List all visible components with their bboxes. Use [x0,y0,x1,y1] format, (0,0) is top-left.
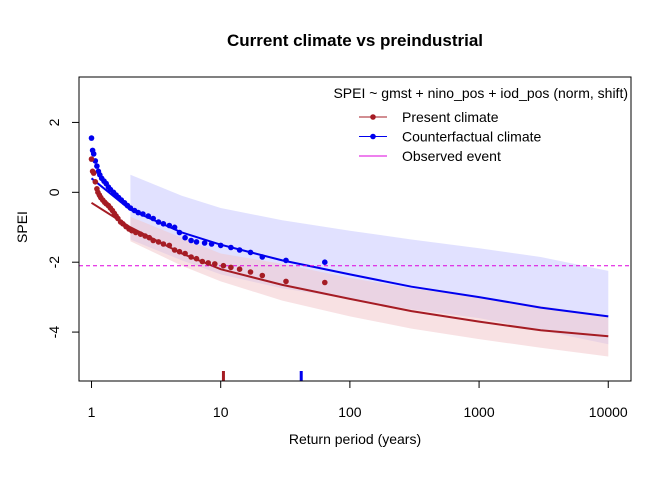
y-tick-label: -4 [46,326,62,339]
counterfactual-point [193,239,200,245]
present-point [137,231,144,237]
present-point [88,156,95,162]
counterfactual-point [283,257,289,264]
counterfactual-point [201,240,208,246]
plot-frame [78,76,632,382]
y-tick-label: 2 [46,118,62,126]
present-point [212,261,218,267]
legend-swatch-point [370,114,376,120]
present-point [199,258,206,265]
x-tick-label: 1000 [463,404,494,420]
legend-label: Observed event [402,148,501,164]
counterfactual-point [150,215,156,222]
y-axis-label: SPEI [14,211,30,243]
present-point [205,260,211,266]
legend: Present climate Counterfactual climate Obs… [359,109,542,164]
axes: 1 10 100 1000 10000 -4 -2 0 2 [46,118,628,420]
present-point [133,229,139,236]
counterfactual-point [160,221,167,227]
counterfactual-point [166,222,173,229]
counterfactual-point [188,237,194,244]
present-point [283,278,289,285]
present-point [220,262,227,269]
plot-area [79,135,631,381]
counterfactual-point [182,234,188,241]
present-point [90,170,97,176]
counterfactual-point [88,135,95,141]
counterfactual-point [140,211,146,217]
x-tick-label: 10000 [589,404,628,420]
x-tick-label: 100 [338,404,362,420]
present-point [160,241,167,247]
present-point [166,242,173,249]
present-point [322,279,328,286]
present-fit-line [90,201,609,338]
counterfactual-point [145,213,152,219]
present-confidence-band [130,216,609,357]
present-point [155,239,162,245]
x-tick-label: 1 [88,404,96,420]
present-point [171,247,178,253]
present-point [193,255,200,262]
y-tick-label: -2 [46,256,62,269]
chart-subtitle: SPEI ~ gmst + nino_pos + iod_pos (norm, … [333,85,628,101]
counterfactual-point [236,247,243,253]
present-point [176,248,183,255]
counterfactual-point [127,205,134,211]
legend-label: Counterfactual climate [402,129,542,145]
present-point [146,234,153,241]
present-point [92,179,99,185]
x-tick-label: 10 [213,404,229,420]
present-point [228,264,234,271]
x-axis-label: Return period (years) [289,431,421,447]
counterfactual-point [322,259,328,266]
legend-swatch-point [370,133,376,140]
counterfactual-point [135,209,141,216]
counterfactual-point [217,242,224,249]
counterfactual-point [94,163,100,169]
legend-label: Present climate [402,109,499,125]
counterfactual-point [176,229,183,236]
counterfactual-point [208,241,215,247]
chart-title: Current climate vs preindustrial [227,31,483,50]
counterfactual-point [247,249,254,256]
present-point [259,272,266,279]
present-point [150,237,156,244]
counterfactual-point [90,151,97,157]
present-point [182,250,188,257]
y-tick-label: 0 [46,188,62,196]
present-point [236,266,243,273]
counterfactual-point [171,224,178,231]
counterfactual-point [228,244,234,251]
present-point [142,233,148,239]
present-point [188,254,194,260]
counterfactual-point [155,219,162,225]
counterfactual-point [259,254,266,260]
present-point [247,269,254,275]
